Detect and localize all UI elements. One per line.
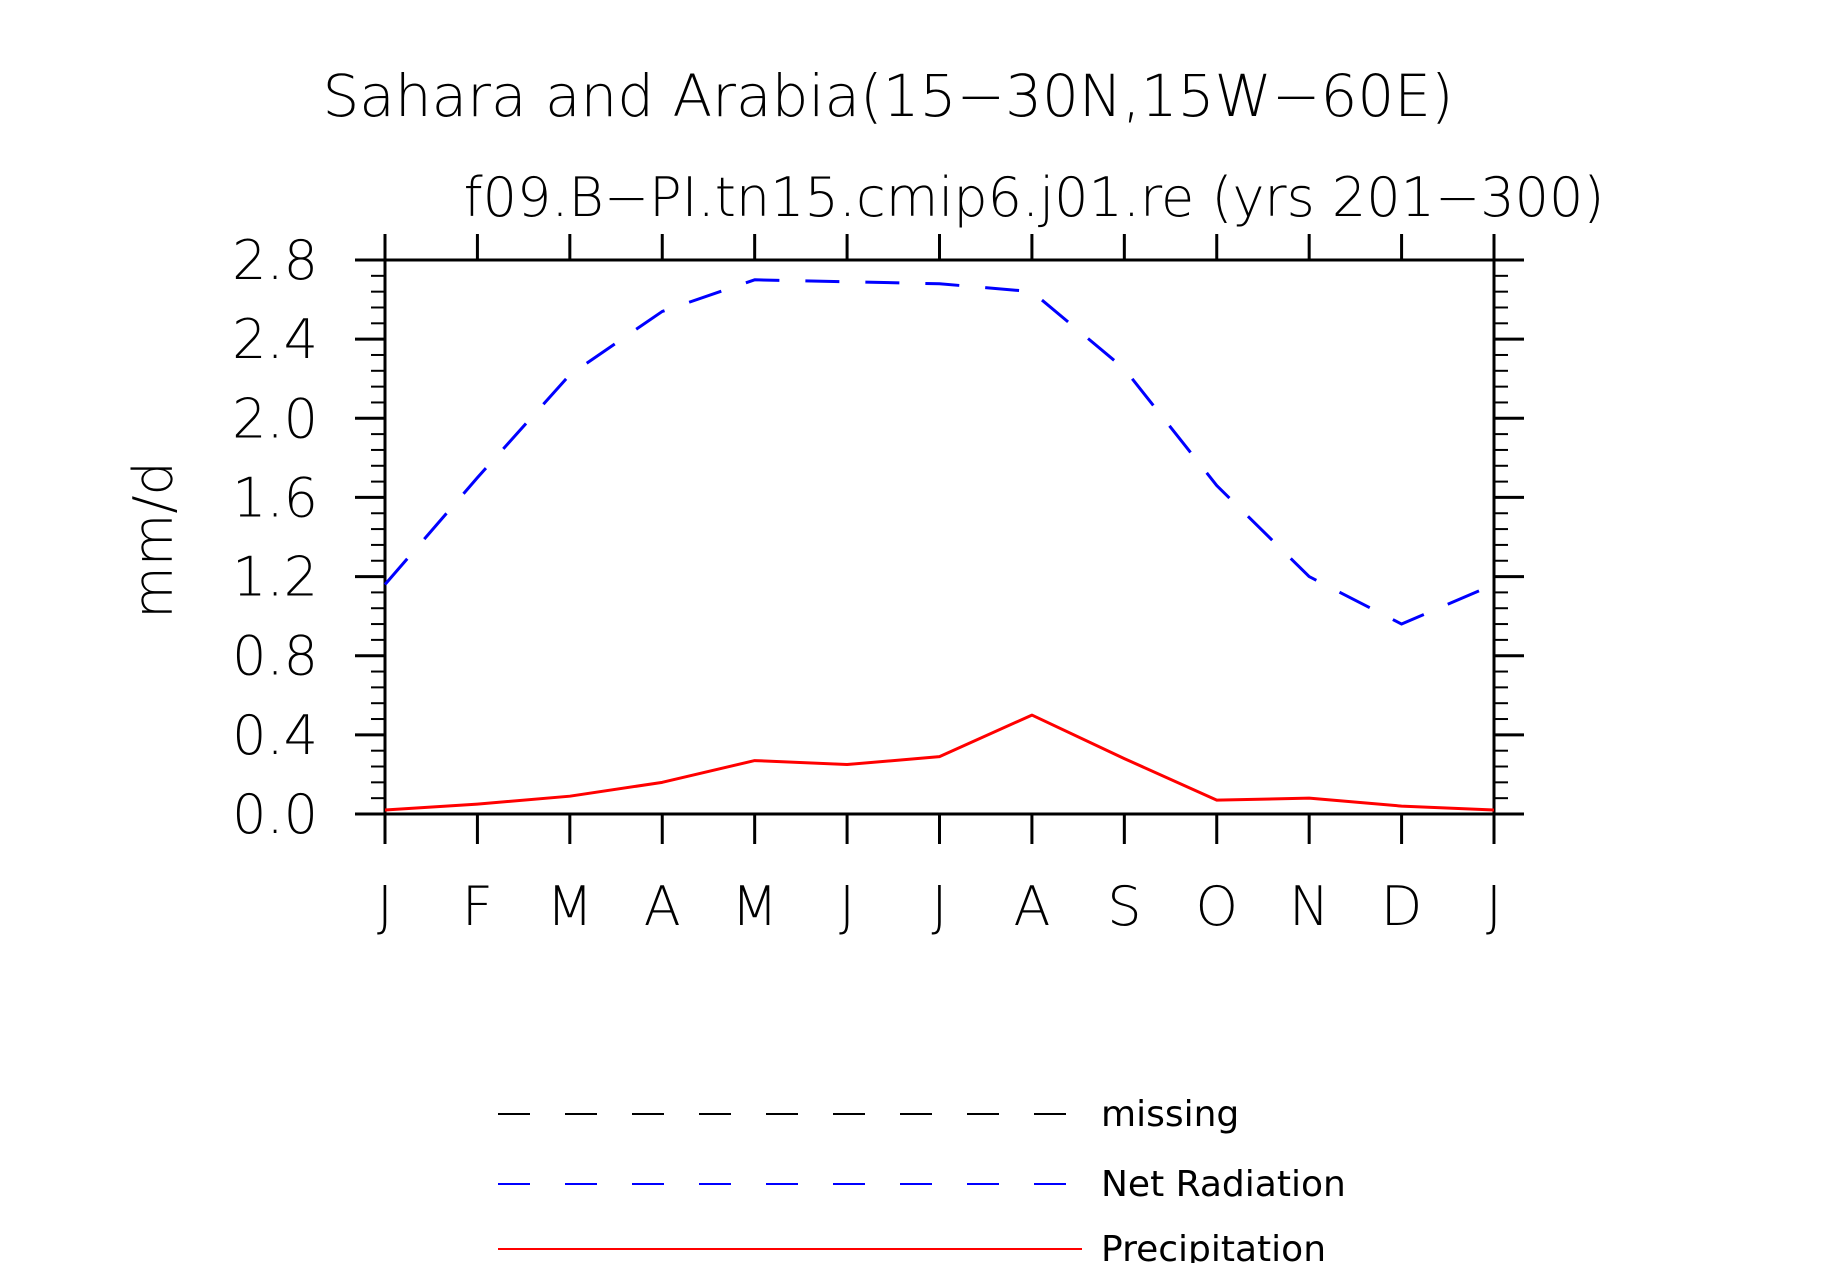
legend-label: Precipitation [1101, 1229, 1326, 1263]
x-tick-label: A [644, 875, 681, 938]
y-axis-label: mm/d [122, 461, 185, 619]
x-tick-label: O [1195, 875, 1238, 938]
y-tick-label: 2.8 [232, 229, 318, 292]
y-tick-label: 0.8 [232, 625, 318, 688]
x-tick-label: M [547, 875, 594, 938]
x-tick-label: J [377, 875, 393, 938]
x-tick-label: N [1289, 875, 1329, 938]
chart-title: Sahara and Arabia(15−30N,15W−60E) [322, 62, 1453, 130]
x-tick-label: J [932, 875, 948, 938]
series-line-net-radiation [383, 278, 1495, 626]
series-line-precipitation [384, 713, 1495, 812]
x-tick-label: J [839, 875, 855, 938]
x-tick-label: S [1107, 875, 1141, 938]
x-tick-label: D [1381, 875, 1423, 938]
y-tick-label: 2.4 [232, 308, 318, 371]
y-tick-label: 1.6 [232, 466, 318, 529]
x-tick-label: J [1486, 875, 1502, 938]
chart-subtitle: f09.B−PI.tn15.cmip6.j01.re (yrs 201−300) [464, 166, 1605, 229]
x-tick-label: M [731, 875, 778, 938]
legend-label: missing [1101, 1094, 1239, 1135]
y-tick-label: 0.0 [232, 783, 318, 846]
plot-frame [383, 258, 1496, 816]
legend: missing Net Radiation Precipitation [498, 1094, 1346, 1263]
x-tick-label: F [462, 875, 493, 938]
y-tick-label: 0.4 [232, 704, 318, 767]
y-tick-label: 2.0 [232, 387, 318, 450]
legend-label: Net Radiation [1101, 1164, 1346, 1205]
plot-area: J F M A M J J A S O N D J0.00.40.81.21.62.02.42.8 [232, 229, 1524, 938]
y-tick-label: 1.2 [232, 546, 318, 609]
x-tick-label: A [1013, 875, 1050, 938]
